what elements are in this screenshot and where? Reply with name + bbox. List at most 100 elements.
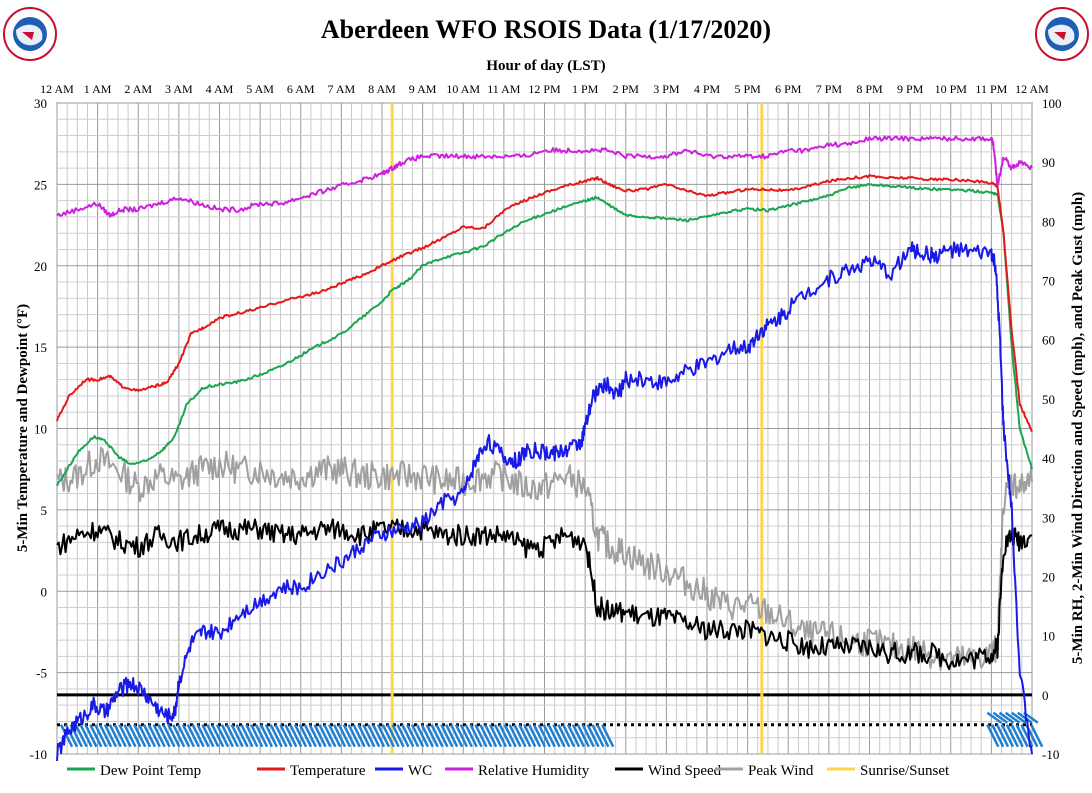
x-tick-label: 1 AM [84,82,112,96]
y-left-tick-label: 0 [41,584,48,599]
series-relative-humidity-line [56,135,1033,218]
y-right-tick-label: 0 [1042,688,1049,703]
wind-barb [552,724,566,748]
wind-barb [152,724,166,748]
wind-barb [269,724,283,748]
wind-barb [176,724,191,748]
wind-barb [596,724,610,748]
wind-barb [347,724,361,748]
wind-barb [274,724,288,748]
wind-barb [220,724,235,748]
wind-barb [396,724,410,748]
x-tick-label: 1 PM [572,82,599,96]
wind-barb [332,724,347,748]
wind-barb [186,724,200,748]
wind-barb [215,724,230,748]
x-tick-label: 6 PM [775,82,802,96]
wind-barb [1005,724,1019,748]
wind-barb [206,724,220,748]
x-tick-label: 10 AM [446,82,480,96]
wind-barb [250,724,264,748]
x-tick-label: 8 PM [856,82,883,96]
wind-barb [391,724,405,748]
x-tick-label: 11 PM [975,82,1007,96]
x-tick-label: 9 AM [409,82,437,96]
wind-barb [474,724,488,748]
wind-barb [557,724,571,748]
wind-barb [547,724,561,748]
y-right-tick-label: 20 [1042,569,1055,584]
y-left-tick-label: 25 [34,177,47,192]
wind-barb [352,724,366,748]
wind-barb [1020,724,1034,748]
wind-barb [337,724,352,748]
wind-barb [576,724,590,748]
wind-barb [581,724,595,748]
legend-label: WC [408,763,432,779]
wind-barb [133,724,147,748]
wind-barb [992,711,1009,724]
wind-barb [415,724,430,748]
wind-barb [357,724,371,748]
y-left-tick-label: -10 [30,747,47,762]
wind-barb [503,724,517,748]
y-left-tick-label: 10 [34,422,47,437]
wind-barb [323,724,337,748]
wind-barb [59,724,74,748]
x-tick-label: 7 AM [328,82,356,96]
y-right-tick-label: 100 [1042,96,1062,111]
wind-barb [328,724,342,748]
wind-barb [108,724,122,748]
wind-barb [303,724,317,748]
wind-barb [445,724,459,748]
wind-barb [123,724,137,748]
wind-barb [435,724,449,748]
legend-label: Peak Wind [748,763,814,779]
wind-barb [410,724,425,748]
wind-barb [279,724,293,748]
wind-barb [425,724,439,748]
wind-barb [1010,724,1024,748]
nws-logo-right [1035,7,1089,61]
wind-barb [459,724,473,748]
wind-barb [537,724,551,748]
wind-barb [367,724,381,748]
wind-barb [103,724,118,748]
y-left-tick-label: 30 [34,96,47,111]
wind-barb [225,724,239,748]
x-tick-label: 12 AM [1015,82,1049,96]
x-tick-label: 5 AM [246,82,274,96]
wind-barb [586,724,600,748]
wind-barb [240,724,254,748]
wind-barb [406,724,420,748]
x-tick-label: 11 AM [487,82,521,96]
plot-area: 12 AM 1 AM 2 AM 3 AM 4 AM 5 AM 6 AM 7 AM 8 AM 9 A… [30,82,1062,762]
x-tick-label: 2 AM [124,82,152,96]
wind-barb [137,724,152,748]
x-tick-label: 3 PM [653,82,680,96]
wind-barb [998,711,1015,724]
legend-label: Dew Point Temp [100,763,201,779]
wind-barb [89,724,103,748]
wind-barb [211,724,225,748]
wind-barb [430,724,444,748]
wind-barb [401,724,415,748]
wind-barb [298,724,313,748]
wind-barb [1030,724,1044,748]
wind-barb [532,724,547,748]
series-wc-line [56,241,1033,762]
y-left-tick-label: 15 [34,340,47,355]
wind-barb [128,724,142,748]
wind-barb [362,724,376,748]
wind-barb [162,724,176,748]
wind-barb [1000,724,1015,748]
series-temperature-line [56,174,1033,433]
wind-barb [157,724,171,748]
y-left-tick-label: -5 [36,666,47,681]
wind-barb [235,724,249,748]
wind-barb [118,724,132,748]
x-tick-label: 5 PM [734,82,761,96]
x-tick-label: 12 PM [528,82,561,96]
y-left-tick-label: 5 [41,503,48,518]
wind-barb [518,724,532,748]
